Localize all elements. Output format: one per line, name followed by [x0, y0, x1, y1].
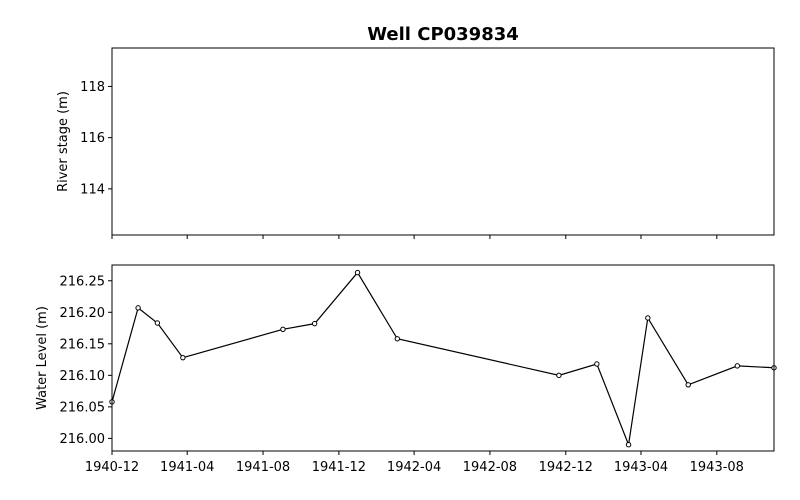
top-y-tick-label: 118 — [80, 80, 105, 95]
bottom-x-tick-label: 1941-04 — [160, 460, 214, 475]
bottom-x-tick-label: 1942-12 — [539, 460, 593, 475]
top-y-tick-label: 114 — [80, 182, 105, 197]
water-level-point — [311, 320, 318, 327]
bottom-y-axis-label: Water Level (m) — [35, 306, 50, 410]
water-level-point — [180, 354, 186, 361]
water-level-point — [280, 326, 286, 333]
bottom-y-tick-label: 216.15 — [60, 337, 106, 352]
bottom-y-tick-label: 216.10 — [60, 369, 106, 384]
water-level-point — [556, 372, 562, 379]
bottom-x-tick-label: 1941-12 — [312, 460, 366, 475]
top-y-axis-label: River stage (m) — [56, 91, 71, 192]
top-y-ticks: 114 116 118 — [80, 80, 112, 197]
water-level-point — [625, 441, 632, 448]
bottom-y-tick-label: 216.05 — [60, 400, 106, 415]
bottom-x-tick-label: 1942-08 — [463, 460, 517, 475]
bottom-plot-frame — [111, 264, 775, 452]
top-y-tick-label: 116 — [80, 131, 105, 146]
bottom-y-tick-label: 216.25 — [60, 274, 106, 289]
top-plot-frame — [111, 47, 775, 236]
water-level-point — [394, 336, 401, 342]
bottom-y-tick-label: 216.20 — [60, 306, 106, 321]
bottom-y-ticks: 216.00 216.05 216.10 216.15 216.20 216.25 — [60, 274, 112, 447]
chart-title: Well CP039834 — [367, 24, 519, 45]
water-level-point — [685, 382, 691, 388]
water-level-point — [734, 363, 741, 369]
bottom-x-tick-label: 1943-04 — [614, 460, 668, 475]
water-level-point — [645, 315, 651, 321]
bottom-x-tick-label: 1942-04 — [387, 460, 441, 475]
water-level-point — [594, 361, 600, 367]
top-x-ticks — [111, 235, 718, 239]
bottom-x-tick-label: 1943-08 — [690, 460, 744, 475]
water-level-point — [354, 269, 361, 276]
bottom-x-tick-label: 1940-12 — [85, 460, 139, 475]
bottom-y-tick-label: 216.00 — [60, 432, 106, 447]
water-level-point — [154, 320, 161, 326]
water-level-line — [111, 271, 775, 447]
bottom-x-ticks: 1940-12 1941-04 1941-08 1941-12 1942-04 1942-… — [85, 451, 744, 475]
water-level-point — [135, 305, 141, 311]
water-level-series — [109, 269, 777, 448]
bottom-x-tick-label: 1941-08 — [236, 460, 290, 475]
